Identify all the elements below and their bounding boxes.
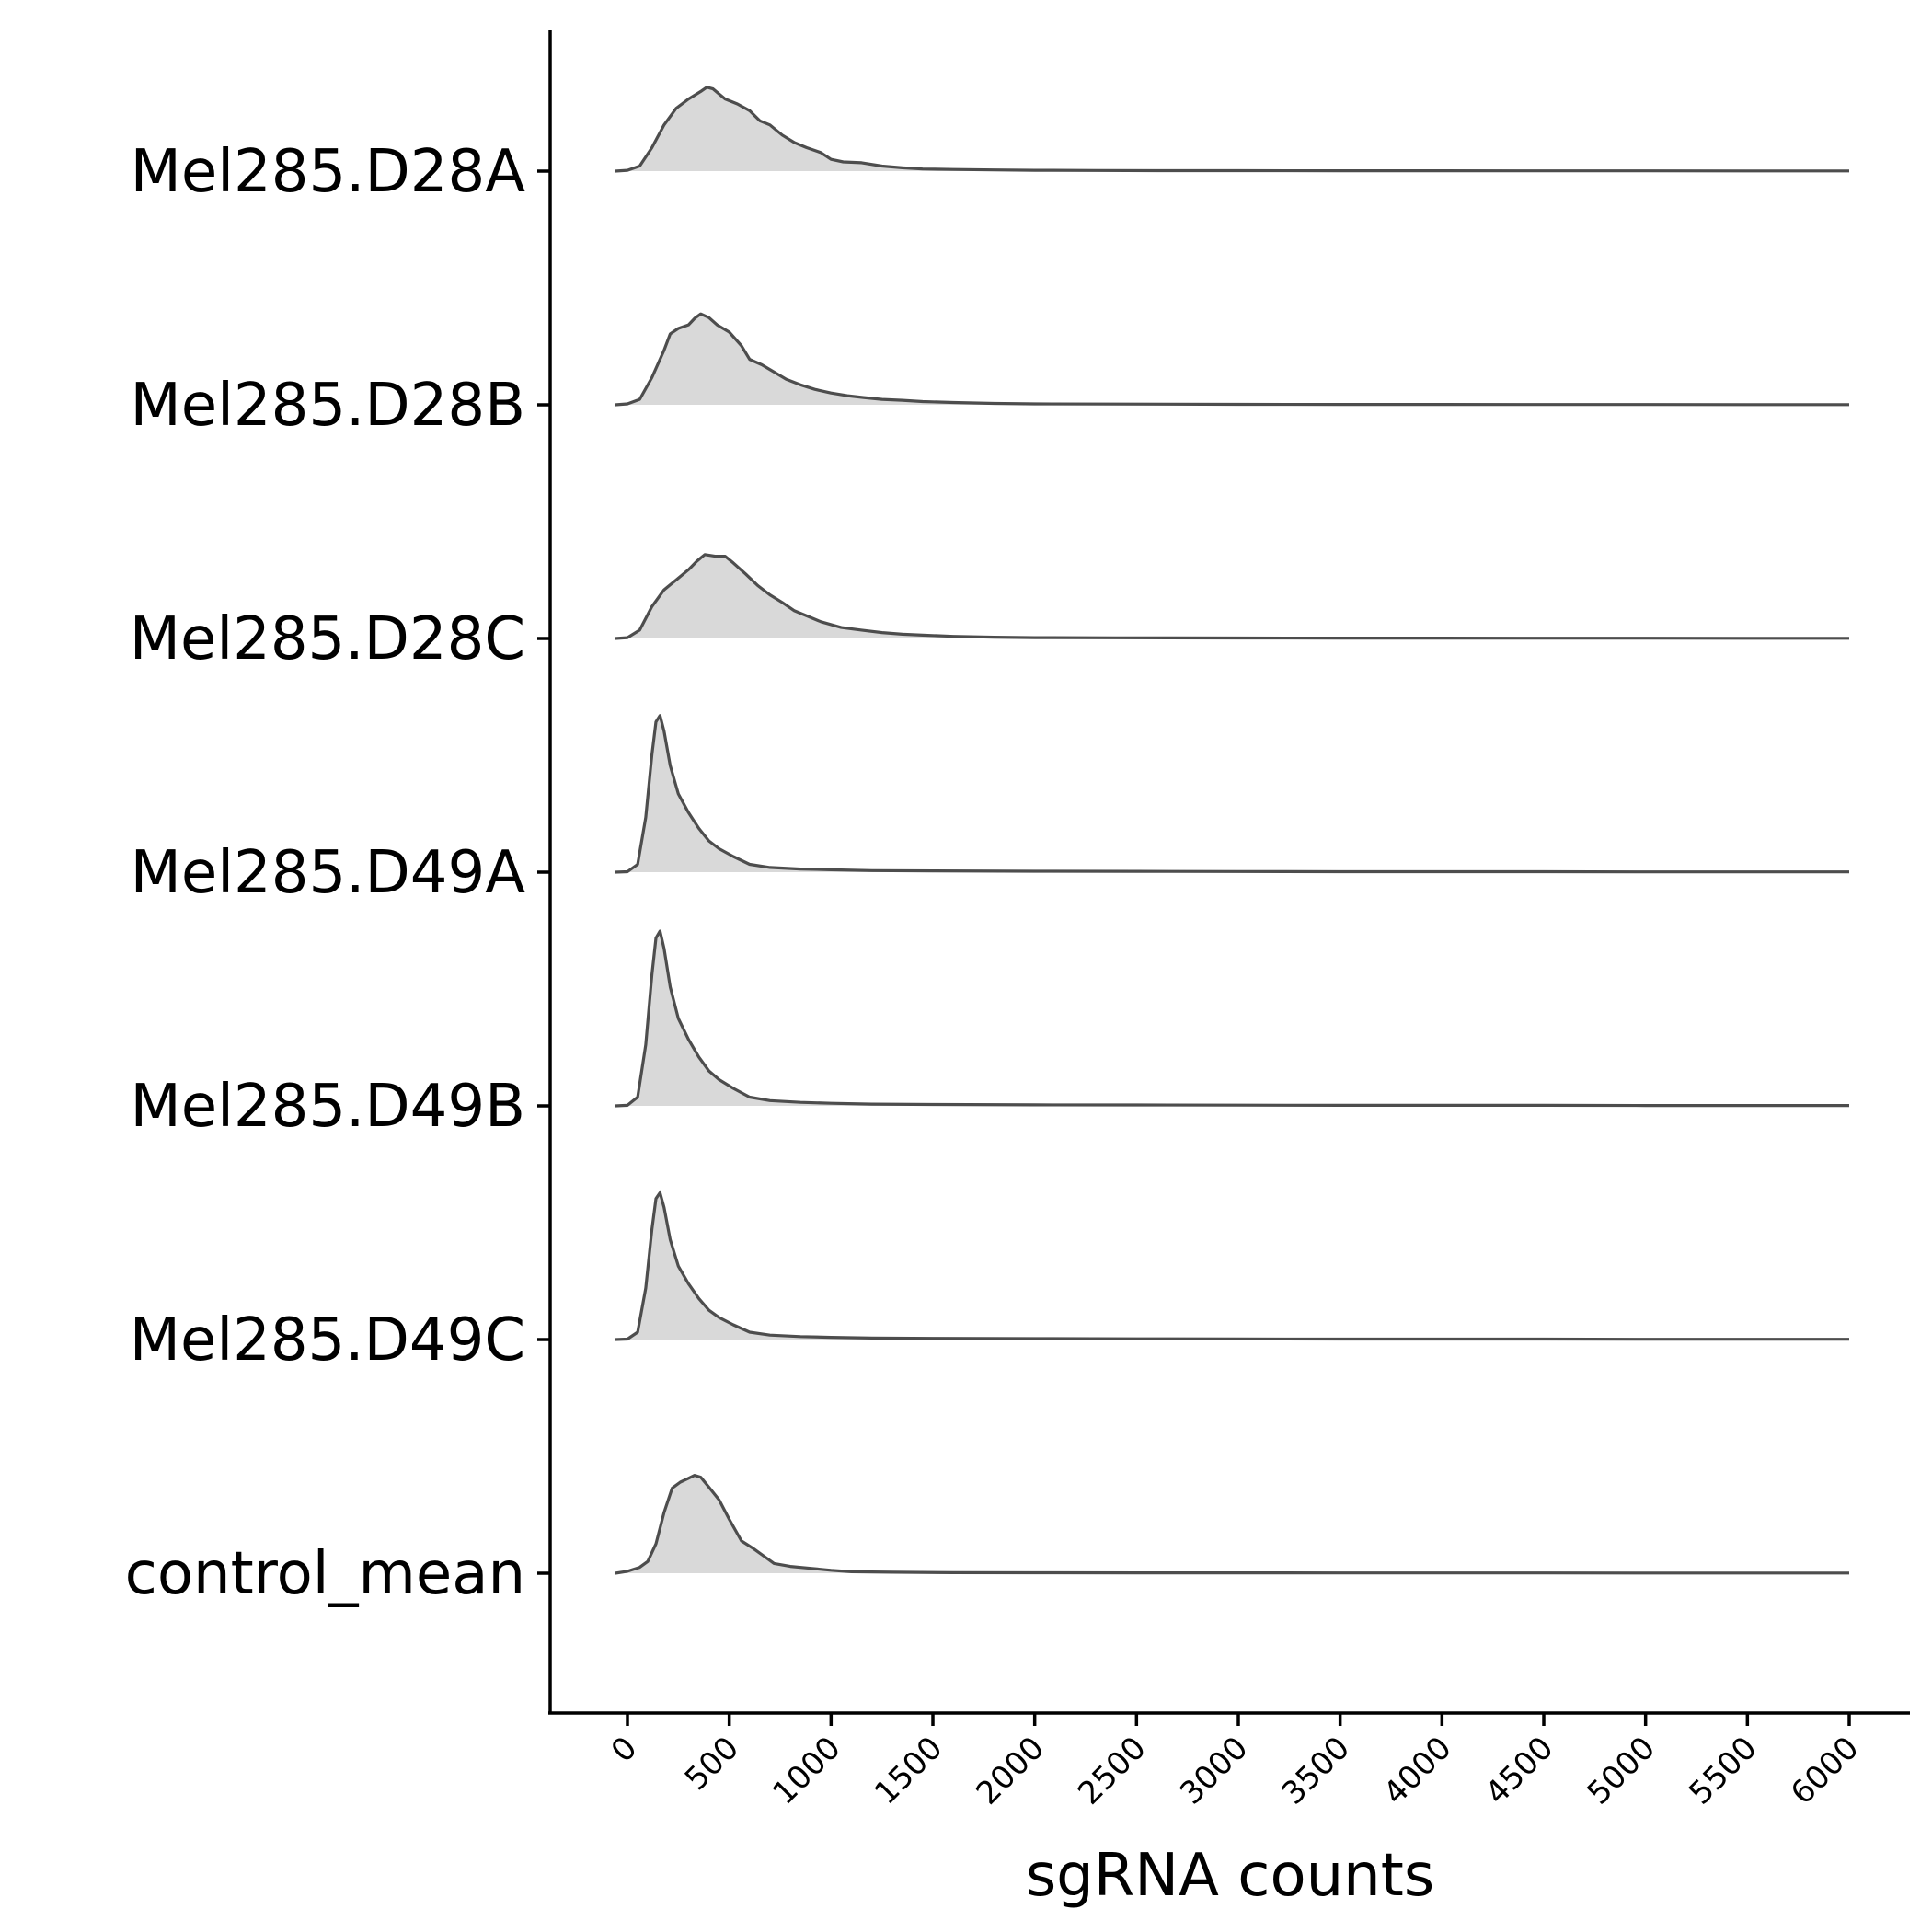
ridge-line-Mel285.D49A bbox=[615, 714, 1849, 874]
ridge-line-Mel285.D49B bbox=[615, 929, 1849, 1108]
y-tick-label-Mel285.D28A: Mel285.D28A bbox=[131, 138, 526, 206]
ridge-area-control_mean bbox=[615, 1475, 1850, 1573]
x-tick-label-3500: 3500 bbox=[1275, 1730, 1357, 1811]
ridge-line-Mel285.D28A bbox=[615, 86, 1849, 173]
x-tick-label-2500: 2500 bbox=[1071, 1730, 1153, 1811]
y-tick-label-Mel285.D28C: Mel285.D28C bbox=[130, 605, 525, 673]
y-axis: Mel285.D28A Mel285.D28B Mel285.D28C Mel285.… bbox=[125, 138, 550, 1608]
ridge-area-Mel285.D49C bbox=[615, 1192, 1850, 1340]
x-tick-label-6000: 6000 bbox=[1784, 1730, 1866, 1811]
y-tick-label-Mel285.D49C: Mel285.D49C bbox=[130, 1306, 525, 1374]
ridge-area-Mel285.D28A bbox=[615, 86, 1850, 171]
y-tick-label-control_mean: control_mean bbox=[125, 1540, 525, 1608]
x-tick-label-500: 500 bbox=[678, 1730, 746, 1798]
x-tick-label-1500: 1500 bbox=[868, 1730, 949, 1811]
x-tick-label-5500: 5500 bbox=[1682, 1730, 1764, 1811]
x-tick-label-3000: 3000 bbox=[1173, 1730, 1255, 1811]
x-tick-label-1000: 1000 bbox=[765, 1730, 847, 1811]
x-tick-label-5000: 5000 bbox=[1581, 1730, 1662, 1811]
ridges bbox=[615, 86, 1850, 1575]
y-tick-label-Mel285.D49B: Mel285.D49B bbox=[131, 1073, 526, 1141]
ridge-line-control_mean bbox=[615, 1474, 1849, 1575]
ridge-line-Mel285.D49C bbox=[615, 1190, 1849, 1341]
y-tick-label-Mel285.D28B: Mel285.D28B bbox=[131, 372, 526, 440]
x-tick-label-0: 0 bbox=[604, 1730, 645, 1770]
x-tick-label-2000: 2000 bbox=[970, 1730, 1052, 1811]
x-axis: 0 500 1000 1500 2000 2500 3000 3500 4000 4500 5000… bbox=[604, 1713, 1866, 1812]
ridge-area-Mel285.D49B bbox=[615, 931, 1850, 1106]
ridge-area-Mel285.D28B bbox=[615, 314, 1850, 405]
x-tick-label-4000: 4000 bbox=[1376, 1730, 1458, 1811]
x-tick-label-4500: 4500 bbox=[1478, 1730, 1560, 1811]
ridge-area-Mel285.D49A bbox=[615, 715, 1850, 872]
ridge-area-Mel285.D28C bbox=[615, 554, 1850, 638]
y-tick-label-Mel285.D49A: Mel285.D49A bbox=[131, 839, 526, 907]
ridge-line-Mel285.D28B bbox=[615, 312, 1849, 407]
x-axis-title: sgRNA counts bbox=[1026, 1842, 1434, 1910]
ridge-line-Mel285.D28C bbox=[615, 553, 1849, 640]
